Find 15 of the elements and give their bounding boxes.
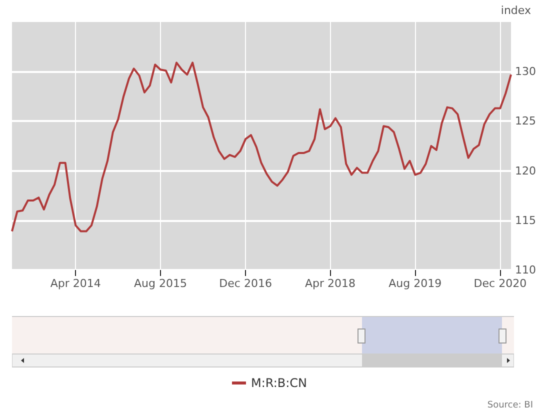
legend-label: M:R:B:CN [250, 376, 308, 390]
x-tick-label: Apr 2018 [304, 277, 356, 290]
line-series [11, 62, 512, 232]
x-tick-label: Apr 2014 [50, 277, 101, 290]
x-tick-label: Aug 2015 [134, 277, 187, 290]
y-tick-label: 130 [515, 65, 536, 78]
y-tick-label: 115 [515, 214, 536, 227]
y-tick-label: 120 [515, 164, 536, 178]
y-tick-label: 125 [515, 114, 536, 128]
y-axis-title: index [500, 4, 532, 17]
x-tick-label: Dec 2016 [219, 277, 272, 290]
source-note: Source: BI [487, 400, 534, 410]
y-tick-label: 110 [515, 264, 536, 276]
x-tick-label: Aug 2019 [388, 277, 442, 290]
x-tick-label: Dec 2020 [474, 277, 527, 290]
